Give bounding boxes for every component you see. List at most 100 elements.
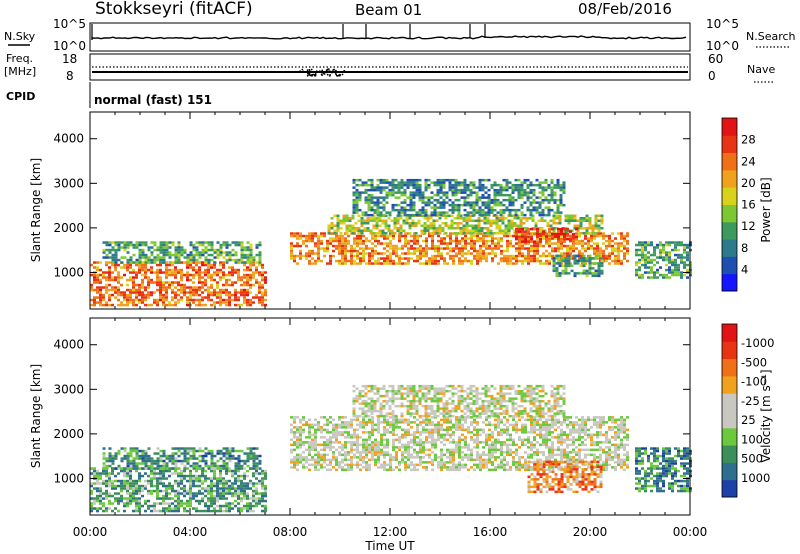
data-cell — [135, 487, 138, 490]
data-cell — [385, 211, 389, 214]
data-cell — [484, 213, 488, 217]
data-cell — [216, 291, 219, 294]
data-cell — [406, 178, 410, 182]
data-cell — [168, 271, 171, 274]
data-cell — [526, 208, 530, 212]
colorbar-swatch — [722, 118, 737, 136]
data-cell — [255, 447, 259, 450]
data-cell — [132, 484, 135, 488]
data-cell — [204, 251, 208, 254]
data-cell — [533, 247, 536, 250]
data-cell — [370, 198, 374, 202]
data-cell — [442, 198, 446, 202]
data-cell — [512, 262, 515, 265]
data-cell — [364, 196, 368, 199]
data-cell — [383, 453, 386, 457]
data-cell — [391, 193, 395, 197]
data-cell — [458, 252, 461, 255]
data-cell — [638, 248, 641, 252]
data-cell — [165, 507, 168, 510]
data-cell — [234, 489, 237, 493]
data-cell — [240, 474, 243, 478]
data-cell — [90, 502, 93, 505]
data-cell — [234, 243, 238, 247]
data-cell — [656, 243, 659, 247]
data-cell — [222, 454, 226, 458]
data-cell — [153, 298, 156, 302]
data-cell — [424, 211, 428, 214]
data-cell — [338, 461, 341, 464]
data-cell — [461, 254, 464, 258]
data-cell — [500, 259, 503, 263]
data-cell — [222, 266, 225, 269]
data-cell — [159, 241, 163, 244]
data-cell — [210, 291, 213, 294]
data-cell — [96, 276, 99, 279]
data-cell — [231, 492, 234, 495]
data-cell — [485, 242, 488, 245]
data-cell — [506, 242, 509, 245]
data-cell — [213, 261, 217, 264]
data-cell — [397, 183, 401, 187]
data-cell — [186, 462, 190, 465]
data-cell — [562, 191, 566, 194]
data-cell — [377, 421, 380, 424]
data-cell — [395, 421, 398, 424]
data-cell — [252, 263, 255, 267]
data-cell — [501, 232, 505, 235]
power-pixels — [90, 178, 692, 307]
data-cell — [451, 186, 455, 189]
data-cell — [183, 467, 187, 470]
data-cell — [388, 213, 392, 217]
data-cell — [590, 234, 593, 238]
data-cell — [335, 244, 338, 248]
data-cell — [403, 208, 407, 212]
data-cell — [144, 241, 148, 244]
data-cell — [156, 283, 159, 287]
data-cell — [198, 454, 202, 458]
data-cell — [156, 467, 160, 470]
data-cell — [579, 232, 583, 235]
data-cell — [225, 273, 228, 277]
data-cell — [302, 254, 305, 258]
data-cell — [93, 502, 96, 505]
data-cell — [387, 217, 391, 220]
data-cell — [249, 253, 253, 257]
data-cell — [395, 262, 398, 265]
data-cell — [132, 467, 136, 470]
data-cell — [138, 293, 141, 297]
data-cell — [548, 237, 551, 241]
data-cell — [174, 276, 177, 279]
data-cell — [123, 273, 126, 277]
data-cell — [380, 436, 383, 439]
data-cell — [174, 504, 177, 508]
data-cell — [126, 298, 129, 302]
data-cell — [335, 448, 338, 452]
data-cell — [144, 484, 147, 488]
data-cell — [471, 224, 475, 227]
data-cell — [192, 298, 195, 302]
data-cell — [111, 241, 115, 244]
data-cell — [353, 428, 356, 432]
data-cell — [653, 253, 656, 257]
data-cell — [237, 467, 241, 470]
data-cell — [165, 276, 168, 279]
data-cell — [442, 203, 446, 207]
data-cell — [680, 273, 683, 277]
data-cell — [299, 418, 302, 422]
data-cell — [487, 203, 491, 207]
data-cell — [393, 217, 397, 220]
data-cell — [222, 241, 226, 244]
data-cell — [504, 224, 508, 227]
data-cell — [219, 457, 223, 460]
data-cell — [401, 252, 404, 255]
data-cell — [362, 254, 365, 258]
data-cell — [362, 416, 365, 419]
data-cell — [453, 217, 457, 220]
data-cell — [171, 452, 175, 455]
data-cell — [93, 497, 96, 500]
data-cell — [126, 283, 129, 287]
data-cell — [255, 457, 259, 460]
data-cell — [102, 464, 106, 468]
data-cell — [462, 219, 466, 222]
